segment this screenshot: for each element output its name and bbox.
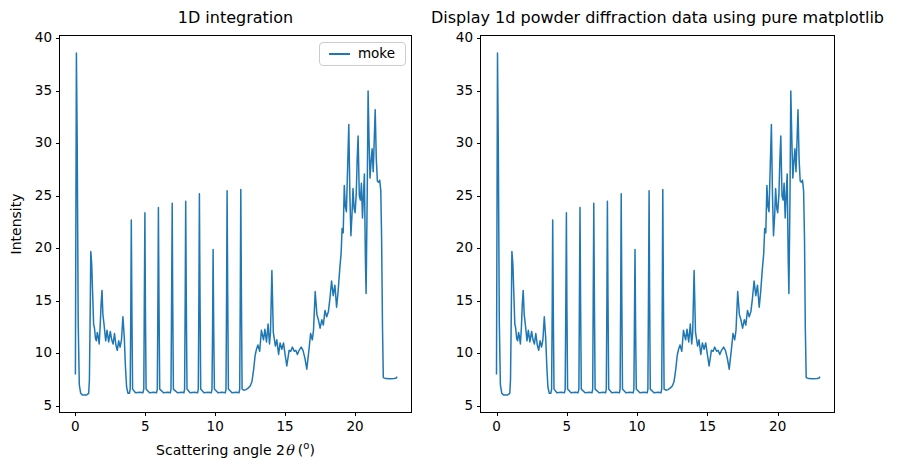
- x-tick-mark: [707, 412, 708, 416]
- axes-right-plot: Display 1d powder diffraction data using…: [480, 35, 835, 413]
- y-tick-label: 30: [456, 137, 473, 151]
- y-tick-label: 5: [464, 399, 473, 413]
- x-tick-mark: [778, 412, 779, 416]
- y-tick-mark: [56, 91, 60, 92]
- y-tick-mark: [477, 196, 481, 197]
- legend-label: moke: [358, 47, 395, 61]
- y-tick-mark: [477, 406, 481, 407]
- matplotlib-figure: 1D integration Intensity Scattering angl…: [0, 0, 900, 475]
- y-tick-label: 10: [35, 347, 52, 361]
- y-tick-mark: [477, 38, 481, 39]
- x-tick-label: 5: [141, 420, 150, 434]
- y-tick-mark: [56, 248, 60, 249]
- legend-line-sample: [329, 53, 350, 55]
- theta-symbol: θ: [285, 442, 293, 458]
- right-plot-title: Display 1d powder diffraction data using…: [431, 8, 884, 27]
- x-tick-label: 0: [492, 420, 501, 434]
- right-plot-canvas: [481, 36, 834, 412]
- y-tick-mark: [477, 248, 481, 249]
- x-tick-label: 15: [699, 420, 716, 434]
- x-tick-label: 15: [277, 420, 294, 434]
- x-tick-mark: [145, 412, 146, 416]
- x-tick-mark: [567, 412, 568, 416]
- y-tick-label: 25: [35, 189, 52, 203]
- y-tick-label: 5: [43, 399, 52, 413]
- x-tick-label: 5: [563, 420, 572, 434]
- y-tick-mark: [56, 406, 60, 407]
- y-axis-label: Intensity: [8, 194, 24, 255]
- y-tick-label: 35: [35, 84, 52, 98]
- x-tick-label: 10: [207, 420, 224, 434]
- x-tick-mark: [75, 412, 76, 416]
- y-tick-mark: [56, 196, 60, 197]
- x-tick-label: 0: [71, 420, 80, 434]
- axes-left-plot: 1D integration Intensity Scattering angl…: [59, 35, 412, 413]
- data-line-moke: [497, 53, 820, 395]
- y-tick-label: 30: [35, 137, 52, 151]
- x-tick-label: 10: [629, 420, 646, 434]
- left-plot-title: 1D integration: [178, 8, 293, 27]
- y-tick-mark: [477, 91, 481, 92]
- x-axis-label: Scattering angle 2θ (o): [156, 440, 315, 458]
- x-tick-mark: [637, 412, 638, 416]
- y-tick-label: 40: [35, 32, 52, 46]
- y-tick-label: 10: [456, 347, 473, 361]
- y-tick-label: 15: [456, 294, 473, 308]
- y-tick-label: 20: [456, 242, 473, 256]
- y-tick-mark: [56, 38, 60, 39]
- y-tick-mark: [56, 143, 60, 144]
- x-tick-mark: [285, 412, 286, 416]
- y-tick-mark: [56, 353, 60, 354]
- x-tick-mark: [355, 412, 356, 416]
- data-line-moke: [75, 53, 397, 395]
- y-tick-mark: [56, 301, 60, 302]
- y-tick-mark: [477, 301, 481, 302]
- y-tick-label: 25: [456, 189, 473, 203]
- x-tick-label: 20: [347, 420, 364, 434]
- y-tick-label: 40: [456, 32, 473, 46]
- left-plot-canvas: [60, 36, 411, 412]
- x-tick-mark: [497, 412, 498, 416]
- y-tick-mark: [477, 353, 481, 354]
- y-tick-label: 20: [35, 242, 52, 256]
- y-tick-label: 15: [35, 294, 52, 308]
- legend: moke: [319, 42, 406, 66]
- x-axis-label-text: Scattering angle 2: [156, 442, 285, 458]
- x-tick-mark: [215, 412, 216, 416]
- y-tick-label: 35: [456, 84, 473, 98]
- y-tick-mark: [477, 143, 481, 144]
- x-tick-label: 20: [769, 420, 786, 434]
